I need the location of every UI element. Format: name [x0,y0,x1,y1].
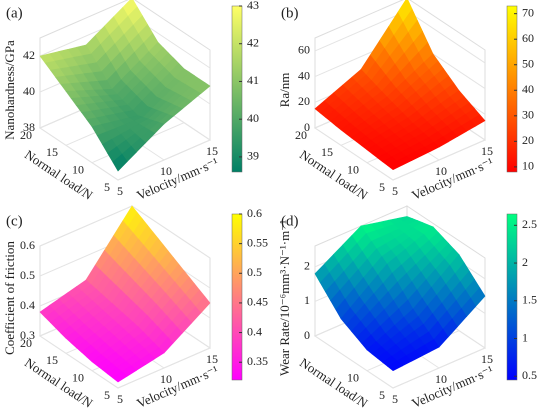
z-tick-label: 0.3 [20,328,35,342]
x-tick-label: 10 [160,372,172,386]
colorbar-tick-label: 0.35 [247,354,268,368]
colorbar-tick-label: 40 [522,82,534,96]
y-tick-label: 10 [347,162,359,176]
surface-patch [112,371,128,383]
panel-label: (d) [281,213,299,229]
colorbar-tick-label: 0.6 [247,206,262,220]
x-tick-label: 10 [435,164,447,178]
x-tick-label: 5 [392,184,398,198]
z-tick-label: 0.5 [20,268,35,282]
grid-line [314,335,394,389]
colorbar-tick-label: 50 [522,56,534,70]
colorbar-tick-label: 60 [522,31,534,45]
grid-line [392,139,486,181]
y-tick-label: 15 [46,145,58,159]
panel: 0.3 0.4 0.5 0.6 5 10 15 5 10 15 20 (c) Coefficient o… [2,205,268,411]
grid-line [392,347,486,389]
colorbar [231,213,243,381]
panel-label: (b) [281,5,299,21]
z-tick-label: 42 [23,48,35,62]
grid-line [314,127,394,181]
grid-line [39,127,119,181]
colorbar-tick-label: 0.45 [247,295,268,309]
x-tick-label: 5 [117,392,123,406]
x-tick-label: 15 [481,352,493,366]
colorbar-tick-label: 0.5 [247,265,262,279]
y-tick-label: 15 [46,353,58,367]
colorbar-tick-label: 30 [522,108,534,122]
y-tick-label: 10 [72,162,84,176]
z-axis-label: Wear Rate/10⁻⁶mm³·N⁻¹·m⁻¹ [277,220,292,376]
colorbar [506,5,518,173]
y-tick-label: 15 [321,145,333,159]
y-tick-label: 5 [379,388,385,402]
surface-patch [387,360,403,372]
surface-patch [387,160,403,171]
x-tick-label: 15 [481,144,493,158]
z-axis-label: Coefficient of friction [2,241,17,355]
grid-line [117,347,211,389]
z-axis-label: Nanohardness/GPa [2,40,17,140]
panel: 384042510155101520(a)Nanohardness/GPaNor… [2,0,259,203]
colorbar-tick-label: 1.5 [522,293,537,307]
colorbar-tick-label: 0.55 [247,235,268,249]
panel-label: (a) [6,5,23,21]
grid-line [117,139,211,181]
colorbar-tick-label: 39 [247,149,259,163]
z-tick-label: 20 [298,94,310,108]
z-tick-label: 0 [304,328,310,342]
z-tick-label: 2 [304,259,310,273]
surface-patch [112,153,128,172]
z-axis-label: Ra/nm [277,73,292,108]
colorbar-tick-label: 10 [522,159,534,173]
y-tick-label: 5 [104,388,110,402]
y-tick-label: 10 [72,370,84,384]
y-tick-label: 20 [20,128,32,142]
z-tick-label: 40 [298,68,310,82]
z-tick-label: 40 [23,84,35,98]
grid-line [39,335,119,389]
x-tick-label: 15 [206,144,218,158]
panel-label: (c) [6,213,23,229]
z-tick-label: 0.4 [20,298,35,312]
y-tick-label: 20 [20,336,32,350]
z-tick-label: 0 [304,120,310,134]
x-tick-label: 10 [160,164,172,178]
z-tick-label: 60 [298,43,310,57]
x-tick-label: 5 [117,184,123,198]
colorbar-tick-label: 1 [522,330,528,344]
x-tick-label: 15 [206,352,218,366]
colorbar-tick-label: 70 [522,5,534,19]
colorbar-tick-label: 40 [247,111,259,125]
colorbar-tick-label: 0.5 [522,368,537,382]
colorbar-tick-label: 2 [522,255,528,269]
colorbar-tick-label: 20 [522,133,534,147]
y-tick-label: 10 [347,370,359,384]
y-tick-label: 20 [295,128,307,142]
colorbar [231,5,243,173]
z-tick-label: 38 [23,120,35,134]
colorbar [506,213,518,381]
z-tick-label: 1 [304,293,310,307]
y-tick-label: 5 [104,180,110,194]
z-tick-label: 0.6 [20,238,35,252]
x-tick-label: 5 [392,392,398,406]
colorbar-tick-label: 2.5 [522,217,537,231]
x-tick-label: 10 [435,372,447,386]
colorbar-tick-label: 41 [247,73,259,87]
y-tick-label: 5 [379,180,385,194]
colorbar-tick-label: 43 [247,0,259,12]
colorbar-tick-label: 42 [247,35,259,49]
colorbar-tick-label: 0.4 [247,324,262,338]
